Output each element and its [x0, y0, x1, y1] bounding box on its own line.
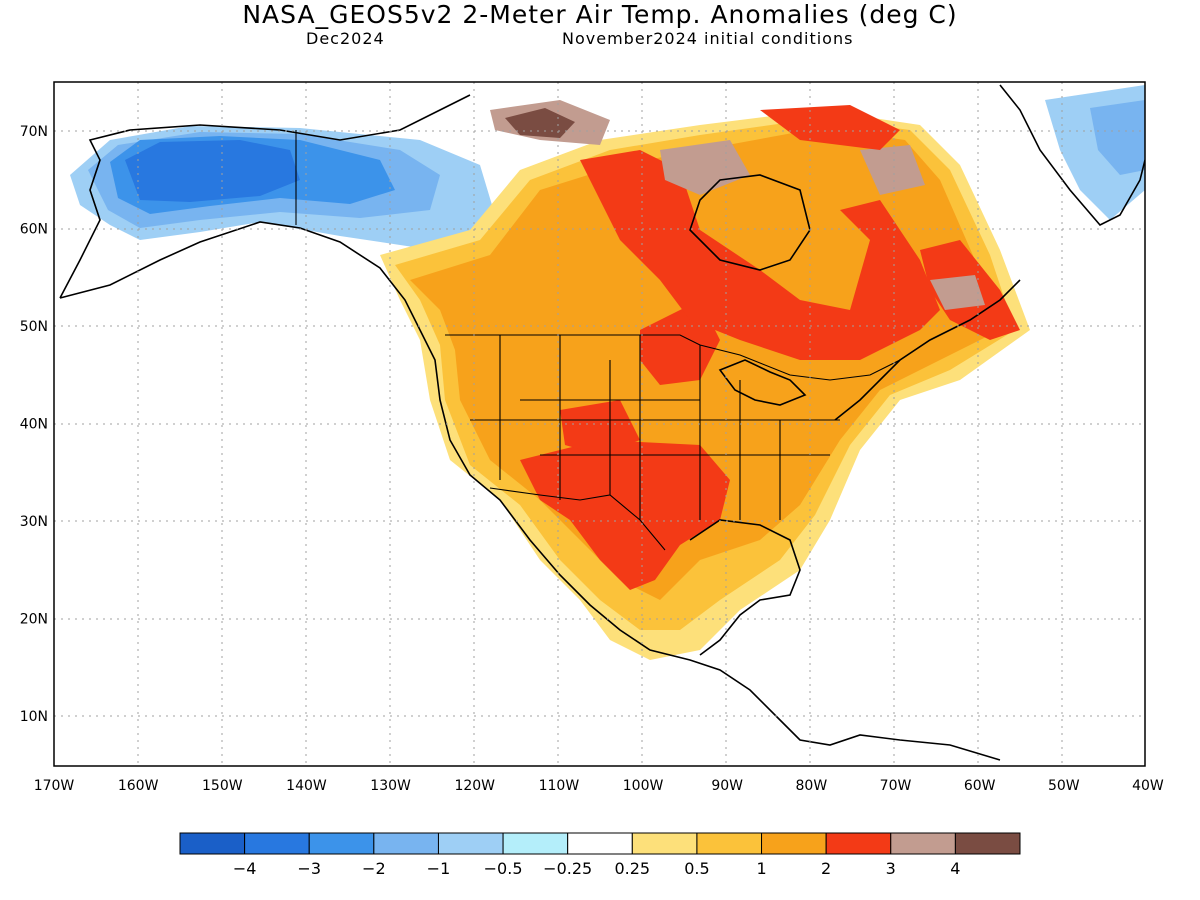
us-mexico-border [489, 487, 666, 551]
colorbar-label: 2 [821, 859, 831, 878]
arctic-extreme-4 [860, 145, 925, 195]
colorbar-label: −3 [297, 859, 321, 878]
colorbar-swatch [437, 832, 504, 855]
longitude-label: 80W [796, 778, 828, 794]
arctic-extreme-2 [505, 108, 575, 138]
initial-conditions: November2024 initial conditions [562, 29, 854, 48]
colorbar-label: 1 [756, 859, 766, 878]
political-borders [295, 130, 901, 551]
longitude-label: 40W [1132, 778, 1164, 794]
longitude-label: 160W [118, 778, 159, 794]
anomaly-fields [70, 85, 1145, 660]
longitude-label: 110W [539, 778, 580, 794]
colorbar-swatch [696, 832, 763, 855]
colorbar-label: −2 [362, 859, 386, 878]
longitude-labels: 170W 160W 150W 140W 130W 120W 110W 100W 90W 80W 70… [34, 778, 1164, 794]
colorbar-swatch [631, 832, 698, 855]
longitude-label: 130W [370, 778, 411, 794]
longitude-label: 150W [202, 778, 243, 794]
colorbar-swatch [244, 832, 310, 855]
great-lakes [718, 359, 807, 406]
latitude-labels: 70N 60N 50N 40N 30N 20N 10N [20, 124, 48, 725]
colorbar-label: −1 [427, 859, 451, 878]
longitude-label: 170W [34, 778, 75, 794]
colorbar-swatch [308, 832, 375, 855]
colorbar-label: 3 [886, 859, 896, 878]
colorbar-label: 4 [950, 859, 960, 878]
hot-core-southwest [560, 400, 640, 455]
state-lines [470, 335, 840, 520]
longitude-label: 120W [454, 778, 495, 794]
longitude-label: 100W [623, 778, 664, 794]
coastline-greenland [999, 84, 1145, 226]
hot-core-canada [580, 150, 940, 360]
graticule [54, 82, 1145, 766]
arctic-hot-strip [760, 105, 900, 150]
colorbar-swatch [825, 832, 892, 855]
colorbar-swatch [502, 832, 569, 855]
coastlines [59, 84, 1145, 761]
map-title: NASA_GEOS5v2 2-Meter Air Temp. Anomalies… [242, 0, 958, 29]
colorbar-label: −4 [233, 859, 257, 878]
latitude-label: 40N [20, 417, 48, 433]
colorbar-label: 0.5 [684, 859, 709, 878]
colorbar-label: −0.25 [543, 859, 592, 878]
longitude-label: 140W [286, 778, 327, 794]
hot-core-south [520, 440, 730, 590]
greenland-cold-core [1090, 100, 1145, 175]
latitude-label: 20N [20, 612, 48, 628]
map-frame [53, 81, 1146, 767]
coastline-north-america [59, 94, 1021, 761]
colorbar-swatch [890, 832, 956, 855]
colorbar-label: 0.25 [614, 859, 650, 878]
colorbar-swatch [567, 832, 633, 855]
colorbar-swatch [761, 832, 827, 855]
latitude-label: 60N [20, 222, 48, 238]
latitude-label: 10N [20, 709, 48, 725]
labrador-extreme [930, 275, 985, 310]
us-canada-border [445, 334, 901, 381]
longitude-label: 50W [1048, 778, 1080, 794]
colorbar-swatch [373, 832, 439, 855]
colorbar-swatch [954, 832, 1021, 855]
colorbar-label: −0.5 [484, 859, 523, 878]
coastline-hudson-bay [689, 174, 811, 271]
longitude-label: 60W [964, 778, 996, 794]
alaska-cold-max [125, 140, 300, 202]
colorbar: −4 −3 −2 −1 −0.5 −0.25 0.25 0.5 1 2 3 4 [179, 832, 1021, 878]
latitude-label: 70N [20, 124, 48, 140]
latitude-label: 50N [20, 319, 48, 335]
longitude-label: 90W [711, 778, 743, 794]
arctic-extreme-3 [660, 140, 750, 195]
longitude-label: 70W [880, 778, 912, 794]
latitude-label: 30N [20, 514, 48, 530]
forecast-month: Dec2024 [306, 29, 385, 48]
colorbar-swatch [179, 832, 246, 855]
